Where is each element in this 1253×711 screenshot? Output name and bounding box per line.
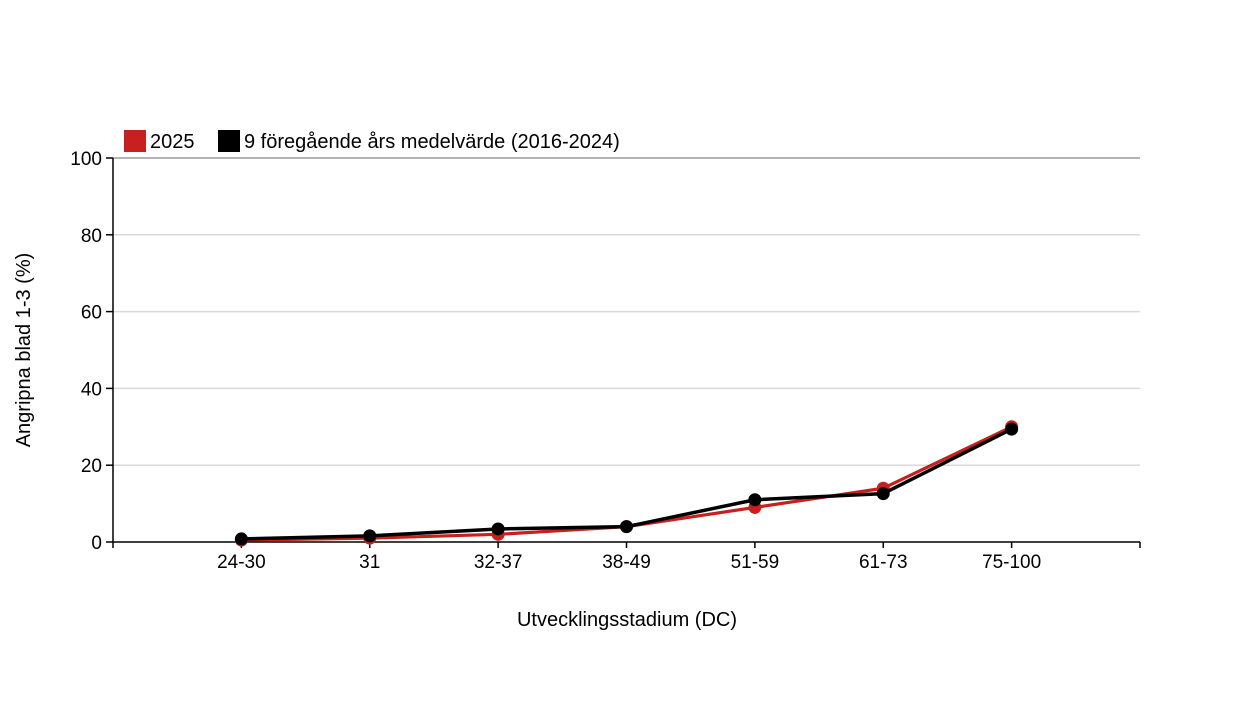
legend-swatch-average bbox=[218, 130, 240, 152]
y-tick-label: 20 bbox=[81, 456, 102, 477]
x-tick-label: 51-59 bbox=[731, 552, 780, 573]
y-tick-label: 80 bbox=[81, 226, 102, 247]
data-point bbox=[234, 532, 248, 546]
y-tick-labels: 0 20 40 60 80 100 bbox=[70, 149, 102, 554]
legend-label-average: 9 föregående års medelvärde (2016-2024) bbox=[244, 131, 620, 153]
y-tick-label: 60 bbox=[81, 303, 102, 324]
data-point bbox=[748, 493, 762, 507]
x-tick-label: 38-49 bbox=[602, 552, 651, 573]
y-tick-label: 0 bbox=[91, 533, 102, 554]
axes bbox=[106, 157, 1141, 548]
y-axis-title: Angripna blad 1-3 (%) bbox=[13, 253, 35, 448]
data-point bbox=[491, 522, 505, 536]
legend: 2025 9 föregående års medelvärde (2016-2… bbox=[124, 130, 620, 153]
x-tick-label: 31 bbox=[359, 552, 380, 573]
legend-label-2025: 2025 bbox=[150, 131, 195, 153]
x-tick-labels: 24-30 31 32-37 38-49 51-59 61-73 75-100 bbox=[217, 552, 1041, 573]
x-tick-label: 32-37 bbox=[474, 552, 523, 573]
data-point bbox=[620, 520, 633, 534]
y-tick-label: 100 bbox=[70, 149, 102, 170]
data-point bbox=[1005, 422, 1019, 436]
series-1 bbox=[234, 422, 1019, 546]
x-tick-label: 24-30 bbox=[217, 552, 266, 573]
data-point bbox=[363, 529, 377, 543]
data-point bbox=[876, 487, 890, 501]
series-layer bbox=[234, 420, 1019, 547]
x-axis-title: Utvecklingsstadium (DC) bbox=[517, 609, 737, 631]
legend-swatch-2025 bbox=[124, 130, 146, 152]
gridlines bbox=[113, 234, 1140, 466]
x-tick-label: 61-73 bbox=[859, 552, 908, 573]
y-tick-label: 40 bbox=[81, 379, 102, 400]
x-tick-label: 75-100 bbox=[982, 552, 1041, 573]
